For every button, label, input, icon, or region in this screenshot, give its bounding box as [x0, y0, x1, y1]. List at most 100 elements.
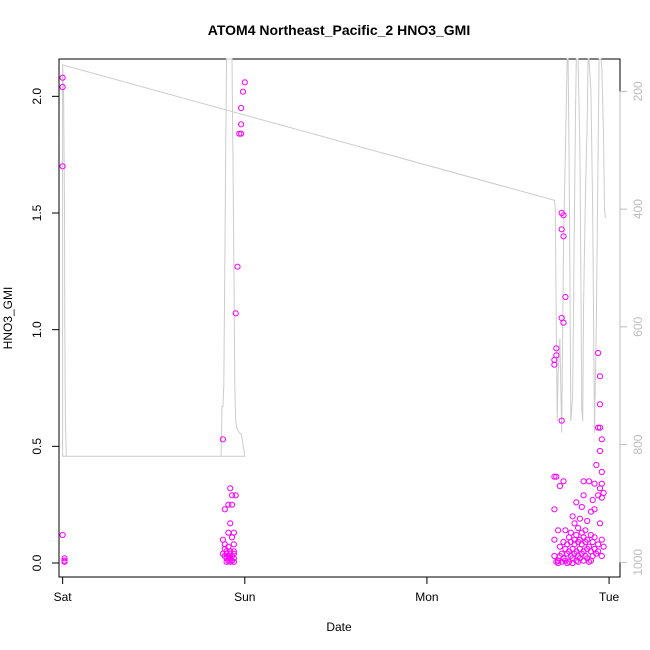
y2-tick-label: 400 [631, 199, 645, 219]
data-point [558, 226, 565, 233]
data-point [562, 527, 569, 534]
data-point [551, 536, 558, 543]
data-point [598, 468, 605, 476]
data-point [584, 517, 591, 525]
y-tick-label: 1.0 [30, 321, 44, 338]
x-tick-label: Tue [599, 590, 620, 604]
y-tick-label: 0.5 [30, 438, 44, 455]
y-axis-label: HNO3_GMI [1, 287, 15, 350]
data-point [61, 558, 68, 565]
data-point [596, 520, 604, 527]
data-point [238, 104, 245, 112]
data-point [234, 263, 241, 270]
x-tick-label: Sun [234, 590, 255, 604]
data-point [59, 83, 66, 91]
data-point [596, 373, 604, 380]
data-point [589, 496, 596, 504]
data-point [232, 492, 239, 499]
data-point [59, 163, 66, 170]
data-point [587, 508, 595, 515]
x-axis-label: Date [326, 620, 352, 634]
data-point [239, 88, 247, 95]
data-point [227, 485, 234, 492]
y-tick-label: 0.0 [30, 554, 44, 571]
data-point [591, 480, 598, 487]
data-point [230, 558, 237, 565]
data-point [589, 538, 596, 546]
data-point [562, 293, 569, 301]
data-point [221, 506, 228, 513]
data-point [576, 515, 584, 522]
data-point [225, 529, 232, 536]
chart-title: ATOM4 Northeast_Pacific_2 HNO3_GMI [208, 22, 470, 38]
data-point [225, 501, 232, 508]
y2-tick-label: 600 [631, 316, 645, 336]
data-point [598, 536, 605, 543]
data-point [551, 506, 558, 513]
x-tick-label: Mon [415, 590, 438, 604]
data-point [61, 555, 68, 562]
data-point [595, 424, 602, 431]
data-point [223, 558, 230, 565]
data-point [238, 130, 245, 137]
data-point [236, 130, 243, 137]
data-point [598, 436, 605, 443]
data-point [571, 520, 578, 527]
data-point [595, 349, 602, 357]
data-point [560, 319, 567, 326]
data-point [551, 473, 558, 480]
data-point [228, 492, 236, 499]
data-point [560, 233, 567, 240]
data-point [578, 503, 585, 511]
data-point [219, 436, 226, 443]
data-point [580, 478, 587, 485]
data-point [575, 558, 582, 565]
data-point [560, 212, 567, 219]
data-point [238, 121, 245, 128]
data-point [228, 534, 236, 541]
data-point [600, 543, 607, 550]
data-point [598, 552, 605, 560]
data-point [232, 310, 239, 317]
data-point [228, 501, 236, 508]
data-point [227, 558, 234, 565]
data-point [596, 485, 604, 492]
data-point [558, 558, 565, 565]
y2-tick-label: 200 [631, 81, 645, 101]
data-point [59, 531, 66, 539]
data-point [593, 461, 600, 469]
data-point [227, 520, 234, 527]
data-point [555, 559, 562, 567]
y-tick-label: 2.0 [30, 88, 44, 105]
data-point [560, 478, 567, 485]
data-point [553, 345, 560, 352]
data-point [241, 79, 248, 86]
data-point [555, 527, 562, 534]
data-point [569, 559, 576, 567]
plot-frame [58, 58, 621, 578]
y2-tick-label: 800 [631, 434, 645, 454]
data-point [575, 524, 582, 532]
data-point [598, 494, 605, 501]
data-point [556, 482, 564, 490]
data-point [230, 541, 237, 548]
data-point [585, 558, 593, 565]
data-point [596, 424, 604, 431]
data-point [595, 541, 602, 548]
data-point [596, 447, 604, 455]
data-point [556, 543, 564, 550]
y-tick-label: 1.5 [30, 204, 44, 221]
data-point [573, 499, 580, 506]
series-layer [59, 58, 607, 567]
data-point [551, 361, 558, 368]
data-point [585, 478, 593, 485]
data-point [580, 492, 587, 499]
x-tick-label: Sat [54, 590, 73, 604]
data-point [558, 417, 565, 424]
series-line [62, 58, 606, 457]
data-point [59, 74, 66, 81]
data-point [553, 473, 560, 480]
axis-layer: Sat Sun Mon Tue 0.0 0.5 1.0 1.5 2.0 200 400 600 800 1… [30, 81, 645, 604]
y2-tick-label: 1000 [631, 549, 645, 576]
